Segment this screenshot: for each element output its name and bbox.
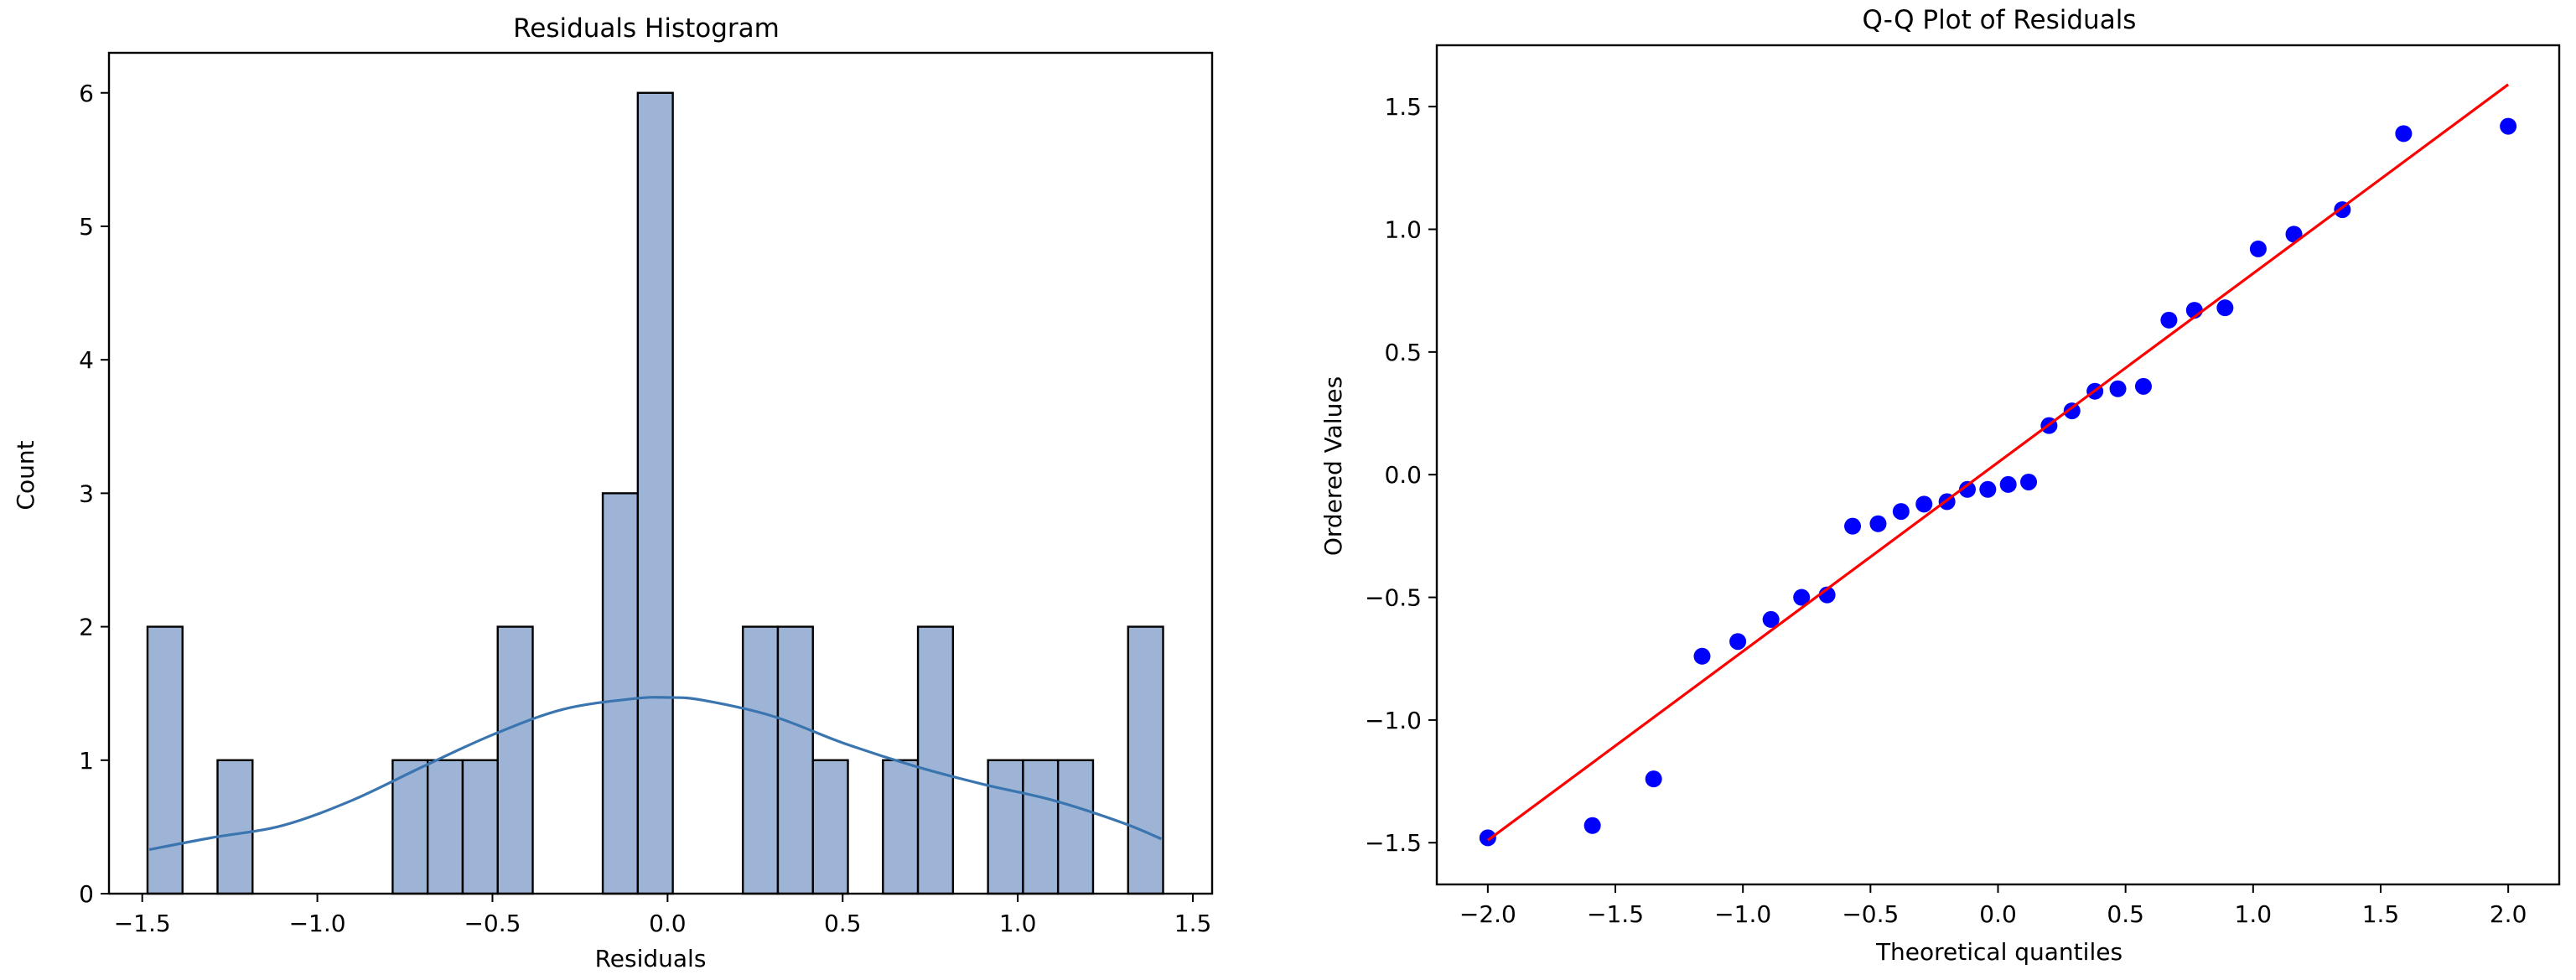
qq-x-tick-label: 2.0 <box>2490 900 2527 928</box>
qq-point <box>1979 480 1997 498</box>
qq-y-tick-label: 1.0 <box>1384 216 1422 244</box>
histogram-x-ticks: −1.5 −1.0 −0.5 0.0 0.5 1.0 1.5 <box>114 894 1212 937</box>
qq-point <box>2109 380 2127 397</box>
qq-point <box>1793 589 1811 606</box>
histogram-y-tick-label: 0 <box>79 880 94 908</box>
histogram-y-tick-label: 4 <box>79 346 94 374</box>
qq-x-tick-label: 1.5 <box>2362 900 2400 928</box>
histogram-bar <box>916 625 955 895</box>
qq-x-tick-label: −0.5 <box>1842 900 1899 928</box>
histogram-y-tick-label: 6 <box>79 80 94 107</box>
qq-y-tick-label: 1.5 <box>1384 93 1422 121</box>
qq-y-ticks: −1.5 −1.0 −0.5 0.0 0.5 1.0 1.5 <box>1365 93 1437 857</box>
histogram-bar <box>811 759 849 895</box>
qq-x-tick-label: 1.0 <box>2235 900 2273 928</box>
histogram-x-tick-label: −1.0 <box>289 910 346 937</box>
qq-point <box>1915 495 1933 513</box>
qq-x-ticks: −2.0 −1.5 −1.0 −0.5 0.0 0.5 1.0 1.5 2.0 <box>1459 884 2527 928</box>
qq-y-tick-label: 0.0 <box>1384 461 1422 489</box>
qq-y-tick-label: 0.5 <box>1384 339 1422 366</box>
qq-point <box>2395 125 2413 143</box>
qq-chart: Q-Q Plot of Residuals −2.0 −1.5 −1.0 −0.5 0.… <box>1319 5 2561 966</box>
qq-x-tick-label: −2.0 <box>1459 900 1516 928</box>
qq-point <box>2216 299 2234 317</box>
histogram-y-tick-label: 5 <box>79 213 94 241</box>
qq-point <box>1645 770 1662 788</box>
qq-x-tick-label: −1.0 <box>1714 900 1771 928</box>
qq-point <box>1729 633 1747 651</box>
histogram-chart: Residuals Histogram −1.5 −1.0 −0.5 0.0 0.5 1.… <box>12 13 1214 972</box>
qq-y-tick-label: −1.5 <box>1365 829 1422 857</box>
histogram-axes-frame <box>107 51 1214 895</box>
histogram-bar <box>601 492 640 895</box>
qq-point <box>1869 515 1887 532</box>
qq-title: Q-Q Plot of Residuals <box>1863 5 2137 35</box>
histogram-bar <box>882 759 920 895</box>
qq-y-tick-label: −0.5 <box>1365 584 1422 612</box>
qq-point <box>2160 311 2178 329</box>
histogram-x-label: Residuals <box>595 945 707 972</box>
qq-point <box>1958 480 1976 498</box>
histogram-bar <box>216 759 254 895</box>
qq-point <box>2134 377 2152 395</box>
histogram-bar <box>496 625 534 895</box>
qq-point <box>2285 226 2303 243</box>
histogram-bar <box>1056 759 1095 895</box>
qq-point <box>2020 473 2038 490</box>
histogram-x-tick-label: −0.5 <box>464 910 521 937</box>
qq-point <box>2063 402 2081 420</box>
histogram-kde-curve <box>148 696 1163 852</box>
qq-point <box>1844 517 1862 535</box>
histogram-x-tick-label: 1.0 <box>999 910 1037 937</box>
qq-fit-line <box>1486 83 2510 842</box>
histogram-bar <box>391 759 429 895</box>
qq-point <box>2500 117 2517 135</box>
histogram-y-tick-label: 2 <box>79 614 94 641</box>
qq-point <box>1583 817 1601 834</box>
qq-x-tick-label: 0.5 <box>2107 900 2144 928</box>
histogram-bar <box>146 625 184 895</box>
histogram-x-tick-label: 0.5 <box>824 910 862 937</box>
histogram-bar <box>1022 759 1060 895</box>
histogram-x-tick-label: 1.5 <box>1174 910 1212 937</box>
qq-point <box>1693 647 1711 665</box>
qq-point <box>2249 240 2267 257</box>
histogram-y-label: Count <box>12 440 39 510</box>
qq-y-tick-label: −1.0 <box>1365 707 1422 734</box>
histogram-y-ticks: 0 1 2 3 4 5 6 <box>79 80 109 908</box>
histogram-bar <box>1127 625 1164 895</box>
histogram-bar <box>426 759 464 895</box>
histogram-bars <box>146 91 1164 895</box>
histogram-x-tick-label: 0.0 <box>649 910 687 937</box>
qq-x-label: Theoretical quantiles <box>1875 938 2122 966</box>
qq-points <box>1479 117 2517 847</box>
qq-point <box>1762 610 1780 628</box>
qq-point <box>1999 475 2017 493</box>
histogram-bar <box>741 625 780 895</box>
histogram-bar <box>987 759 1024 895</box>
histogram-bar <box>776 625 814 895</box>
histogram-y-tick-label: 1 <box>79 747 94 775</box>
histogram-bar <box>461 759 499 895</box>
qq-x-tick-label: 0.0 <box>1979 900 2017 928</box>
qq-y-label: Ordered Values <box>1319 376 1347 556</box>
histogram-y-tick-label: 3 <box>79 480 94 507</box>
histogram-title: Residuals Histogram <box>513 13 780 44</box>
qq-point <box>1479 829 1496 847</box>
histogram-bar <box>636 91 674 895</box>
qq-point <box>1892 503 1910 521</box>
qq-x-tick-label: −1.5 <box>1587 900 1644 928</box>
histogram-x-tick-label: −1.5 <box>114 910 171 937</box>
